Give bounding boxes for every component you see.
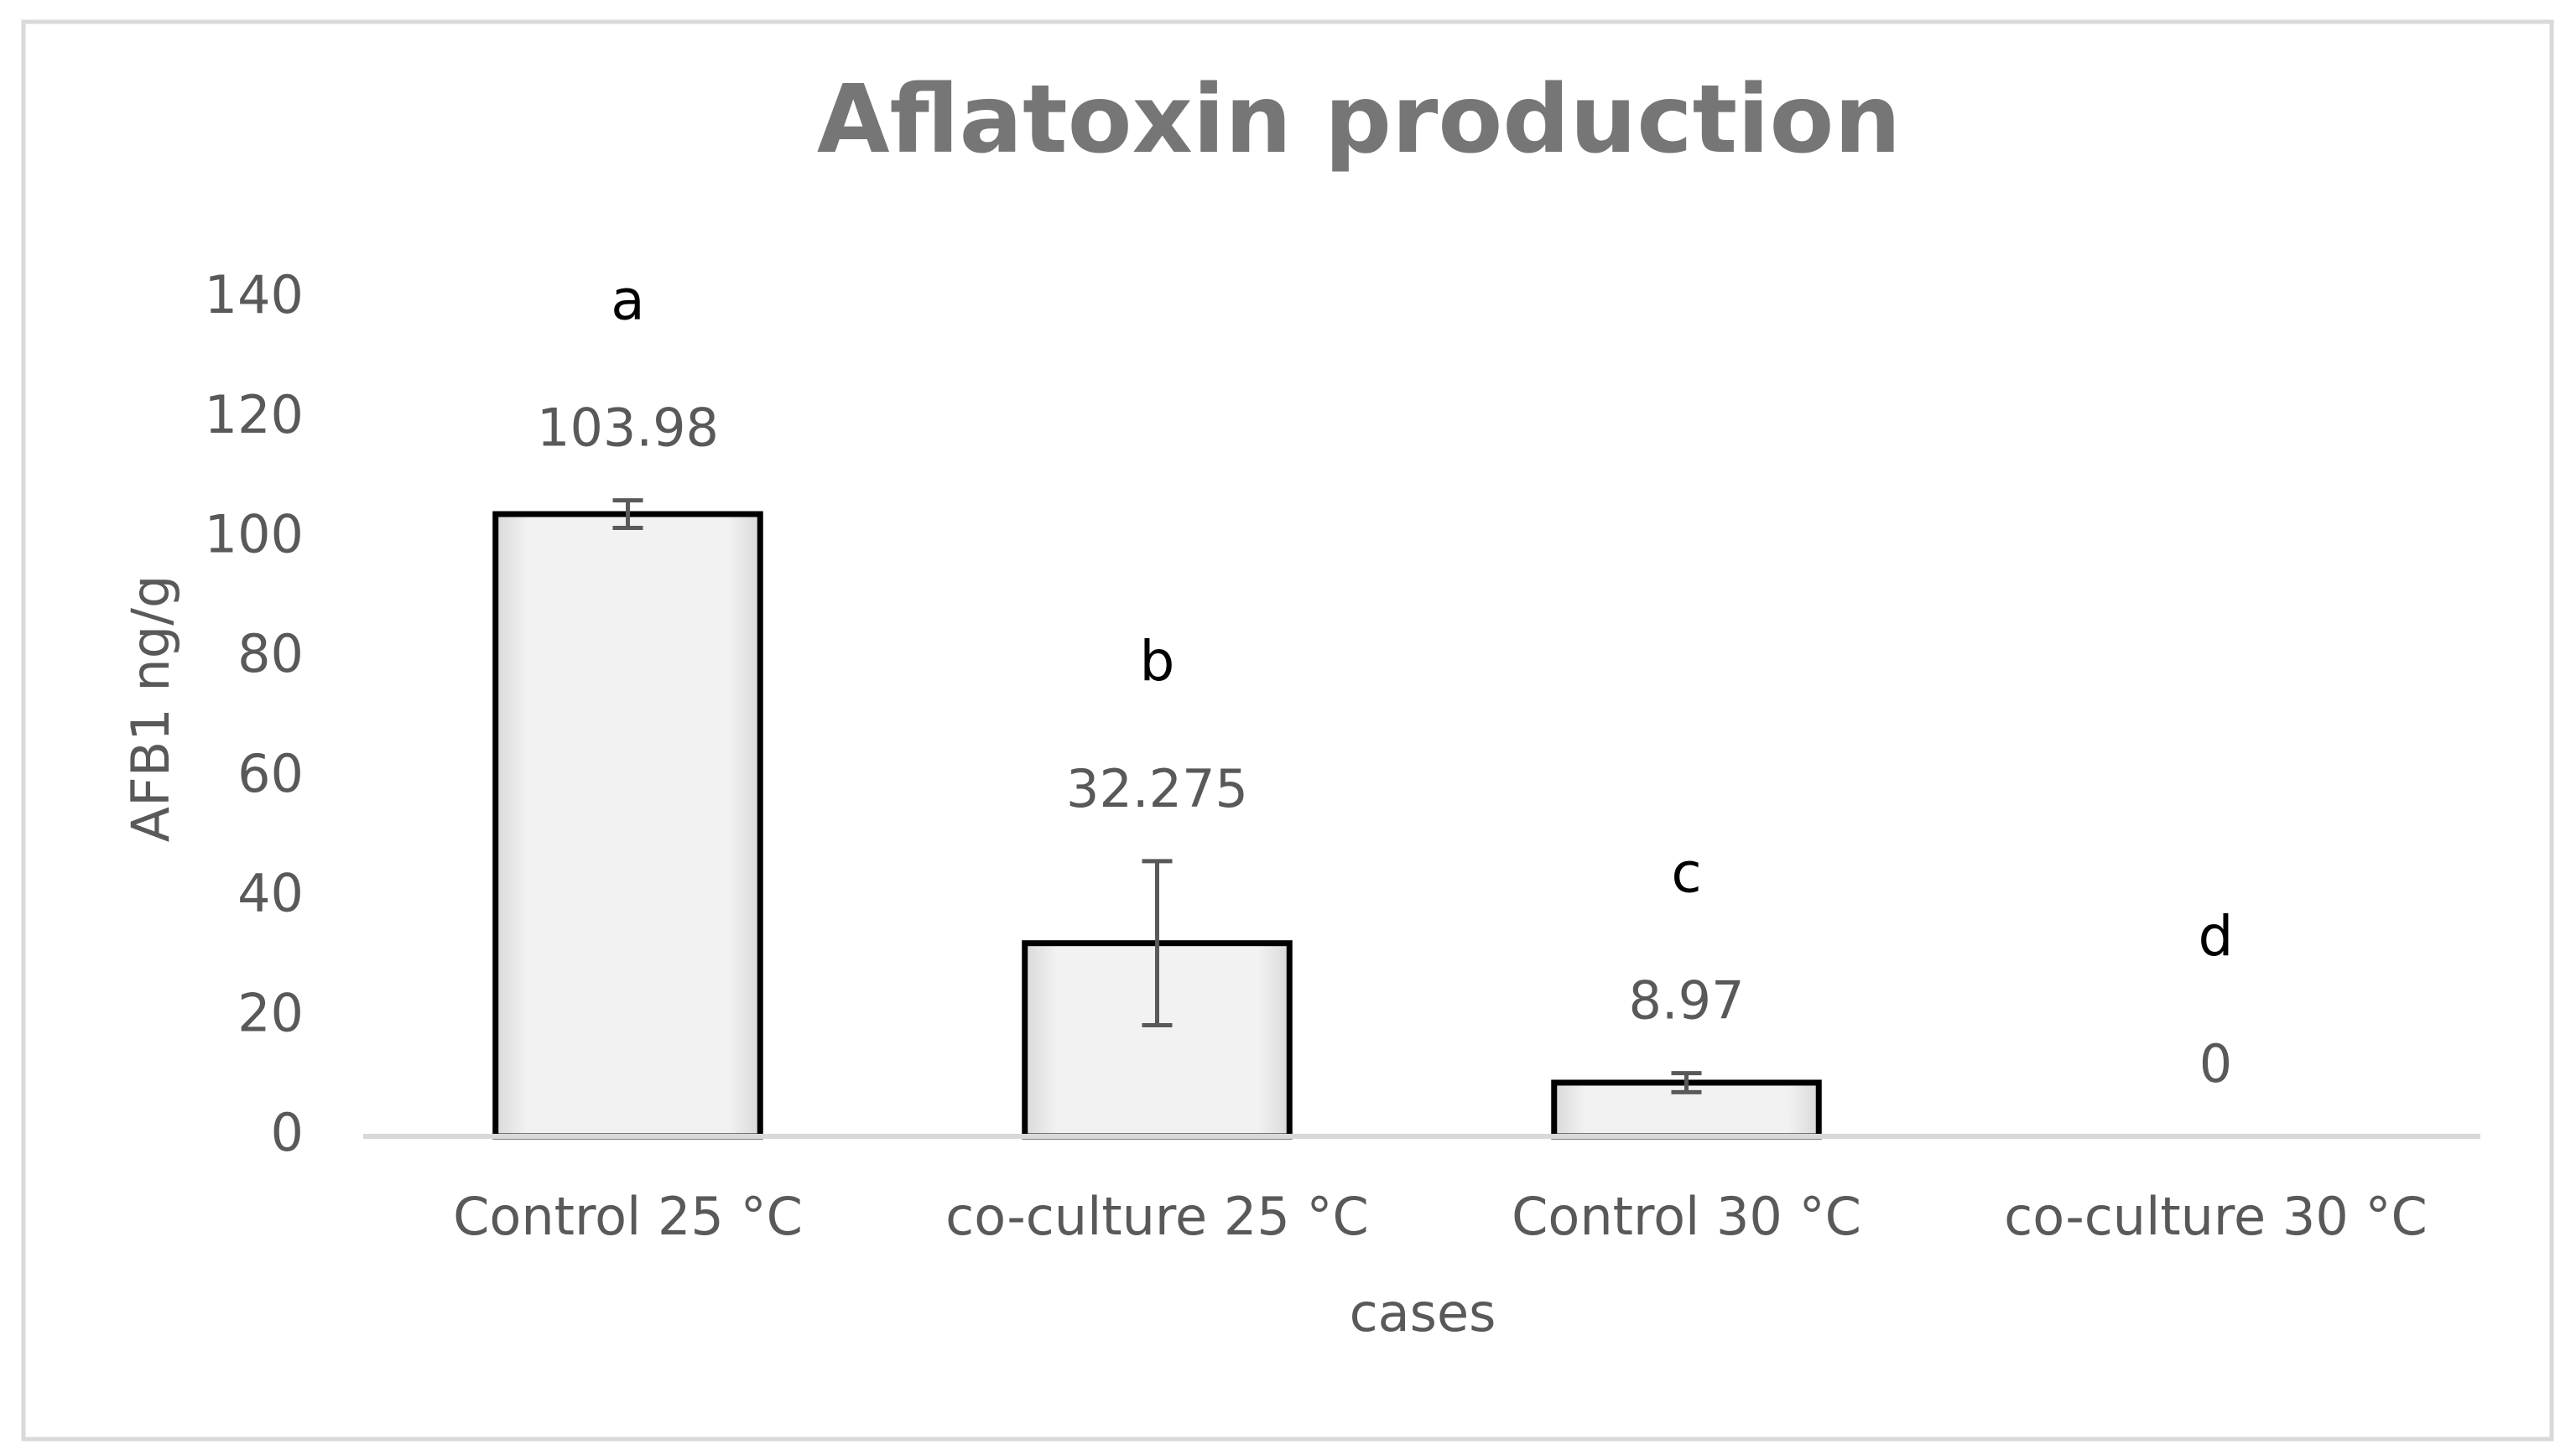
y-tick-label: 40 xyxy=(237,863,304,924)
x-tick-label: Control 25 °C xyxy=(453,1186,803,1247)
significance-letter: d xyxy=(2199,904,2234,969)
x-tick-label: Control 30 °C xyxy=(1512,1186,1861,1247)
bar xyxy=(492,511,763,1140)
x-axis-title: cases xyxy=(1350,1282,1496,1343)
error-bar xyxy=(612,498,643,530)
y-tick-label: 0 xyxy=(271,1102,304,1163)
y-axis-title: AFB1 ng/g xyxy=(120,575,181,843)
error-bar xyxy=(1142,859,1173,1027)
y-tick-label: 140 xyxy=(205,264,304,325)
data-label: 8.97 xyxy=(1628,970,1744,1031)
y-tick-label: 80 xyxy=(237,623,304,684)
significance-letter: b xyxy=(1140,629,1175,694)
significance-letter: a xyxy=(611,268,644,333)
y-tick-label: 100 xyxy=(205,504,304,565)
x-tick-label: co-culture 25 °C xyxy=(945,1186,1369,1247)
data-label: 103.98 xyxy=(537,398,719,459)
data-label: 32.275 xyxy=(1066,758,1248,819)
error-bar xyxy=(1671,1071,1702,1094)
y-tick-label: 120 xyxy=(205,384,304,445)
significance-letter: c xyxy=(1671,841,1701,906)
y-tick-label: 20 xyxy=(237,982,304,1043)
data-label: 0 xyxy=(2199,1033,2232,1094)
y-tick-label: 60 xyxy=(237,743,304,804)
x-tick-label: co-culture 30 °C xyxy=(2004,1186,2428,1247)
chart-frame xyxy=(21,19,2554,1442)
chart-title: Aflatoxin production xyxy=(817,65,1901,174)
